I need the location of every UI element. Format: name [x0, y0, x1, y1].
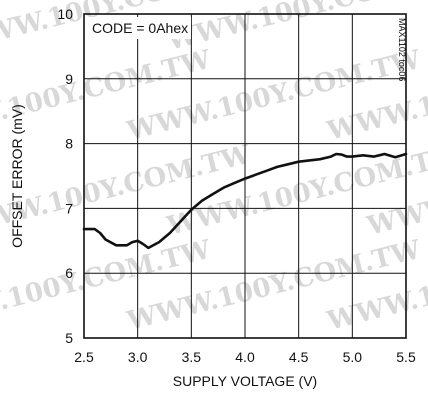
y-axis-ticks: 5 6 7 8 9 10 [57, 6, 73, 346]
x-axis-title: SUPPLY VOLTAGE (V) [173, 373, 317, 389]
code-annotation: CODE = 0Ahex [92, 20, 188, 36]
x-tick-label: 4.0 [235, 349, 255, 365]
y-tick-label: 6 [65, 265, 73, 281]
annotation-background [87, 17, 191, 39]
y-tick-label: 10 [57, 6, 73, 22]
y-tick-label: 9 [65, 71, 73, 87]
watermark-layer: WWW.100Y.COM.TWWWW.100Y.COM.TWWWW.100Y.C… [0, 0, 428, 337]
x-tick-label: 3.5 [182, 349, 202, 365]
x-tick-label: 5.5 [396, 349, 416, 365]
y-tick-label: 5 [65, 330, 73, 346]
x-tick-label: 3.0 [128, 349, 148, 365]
y-tick-label: 7 [65, 200, 73, 216]
x-tick-label: 4.5 [289, 349, 309, 365]
offset-error-line [82, 152, 408, 250]
x-tick-label: 5.0 [343, 349, 363, 365]
plot-frame [83, 13, 407, 339]
x-axis-ticks: 2.5 3.0 3.5 4.0 4.5 5.0 5.5 [74, 349, 416, 365]
y-tick-label: 8 [65, 136, 73, 152]
y-axis-title: OFFSET ERROR (mV) [9, 104, 25, 248]
part-number-label: MAX1102 toc06 [397, 18, 407, 81]
x-tick-label: 2.5 [74, 349, 94, 365]
